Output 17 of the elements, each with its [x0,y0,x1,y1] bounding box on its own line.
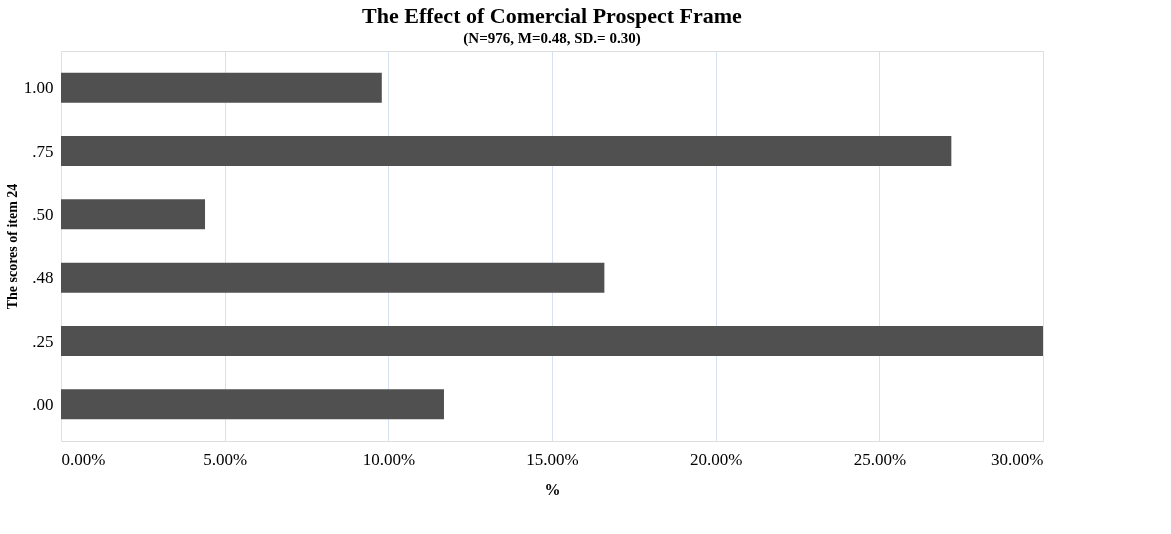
y-tick-label: .25 [32,331,54,351]
y-tick-label: .48 [32,268,54,288]
x-tick-label: 0.00% [61,449,106,469]
x-axis-title: % [544,480,561,498]
x-tick-label: 20.00% [689,449,743,469]
x-tick-label: 30.00% [991,449,1044,469]
x-tick-label: 5.00% [203,449,248,469]
y-axis-title: The scores of item 24 [4,183,20,310]
chart-subtitle: (N=976, M=0.48, SD.= 0.30) [463,30,641,47]
y-tick-label: 1.00 [23,78,54,98]
y-tick-label: .50 [32,204,54,224]
y-tick-label: .75 [32,141,54,161]
x-tick-label: 10.00% [362,449,416,469]
x-tick-label: 15.00% [526,449,579,469]
x-tick-label: 25.00% [853,449,907,469]
y-tick-label: .00 [32,394,54,414]
chart-title: The Effect of Comercial Prospect Frame [362,3,743,28]
